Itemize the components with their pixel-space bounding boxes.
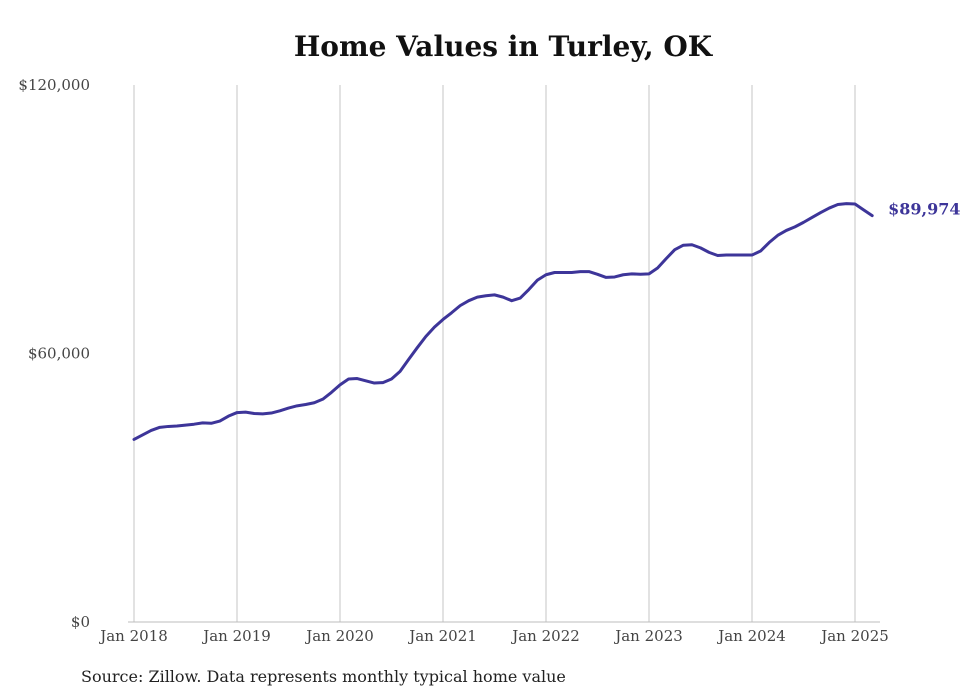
series-line-home-value (132, 202, 874, 441)
end-value-label: $89,974 (888, 200, 960, 219)
x-tick-label: Jan 2024 (716, 627, 786, 645)
y-tick-labels: $0 $60,000 $120,000 (18, 76, 90, 631)
x-tick-label: Jan 2023 (613, 627, 683, 645)
chart-title: Home Values in Turley, OK (293, 30, 713, 63)
y-tick-label: $120,000 (18, 76, 90, 94)
end-label-layer: $89,974 (888, 200, 960, 219)
source-note: Source: Zillow. Data represents monthly … (81, 667, 566, 686)
gridlines (133, 85, 856, 622)
series-layer (132, 202, 874, 441)
x-tick-labels: Jan 2018 Jan 2019 Jan 2020 Jan 2021 Jan 2022… (98, 627, 889, 645)
y-tick-label: $60,000 (28, 345, 90, 363)
x-tick-label: Jan 2020 (304, 627, 374, 645)
x-tick-label: Jan 2022 (510, 627, 580, 645)
x-tick-label: Jan 2018 (98, 627, 168, 645)
x-tick-label: Jan 2021 (407, 627, 477, 645)
x-tick-label: Jan 2025 (819, 627, 889, 645)
x-tick-label: Jan 2019 (201, 627, 271, 645)
y-tick-label: $0 (71, 613, 90, 631)
